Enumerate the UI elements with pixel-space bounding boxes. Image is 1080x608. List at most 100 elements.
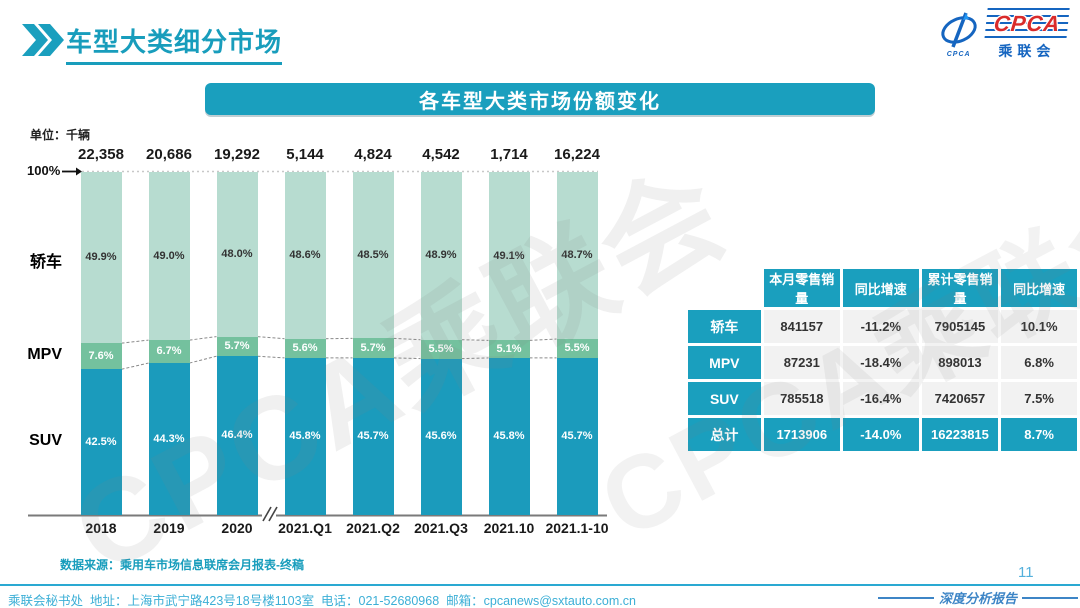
bar-segment-sedan: 48.5% xyxy=(352,172,394,339)
segment-value-label: 7.6% xyxy=(88,349,114,362)
table-cell: -11.2% xyxy=(842,310,919,343)
x-axis-label: 2021.Q3 xyxy=(414,520,468,536)
x-axis-label: 2019 xyxy=(153,520,185,536)
org-name: 乘联会 xyxy=(998,43,1056,59)
bar-total-label: 5,144 xyxy=(286,146,324,163)
chart-title-banner: 各车型大类市场份额变化 xyxy=(205,83,875,115)
table-cell: 7420657 xyxy=(921,382,999,415)
table-row-label: 轿车 xyxy=(688,310,761,343)
bar-total-label: 16,224 xyxy=(554,146,600,163)
footer-contact: 乘联会秘书处 地址：上海市武宁路423号18号楼1103室 电话：021-526… xyxy=(8,594,636,608)
table-cell: 7.5% xyxy=(1001,382,1077,415)
segment-value-label: 5.6% xyxy=(292,341,318,354)
table-row-label: SUV xyxy=(688,382,761,415)
category-label-mpv: MPV xyxy=(27,346,62,364)
page-title: 车型大类细分市场 xyxy=(66,22,283,65)
table-row: 轿车 841157 -11.2% 7905145 10.1% xyxy=(688,310,1077,343)
table-row: 总计 1713906 -14.0% 16223815 8.7% xyxy=(688,418,1077,451)
segment-value-label: 42.5% xyxy=(85,435,117,448)
table-row-label: MPV xyxy=(688,346,761,379)
bar-segment-mpv: 5.6% xyxy=(284,338,326,358)
x-axis-label: 2018 xyxy=(85,520,117,536)
cpca-emblem-icon: CPCA xyxy=(936,11,982,58)
table-cell: 841157 xyxy=(763,310,840,343)
bar-segment-suv: 45.8% xyxy=(284,357,326,515)
bar-segment-sedan: 48.6% xyxy=(284,172,326,339)
segment-value-label: 48.6% xyxy=(289,248,321,261)
page-number: 11 xyxy=(1018,564,1034,581)
bar-segment-mpv: 5.7% xyxy=(352,338,394,358)
bar-segment-sedan: 49.1% xyxy=(488,172,530,341)
segment-value-label: 45.7% xyxy=(357,429,389,442)
bar-segment-suv: 44.3% xyxy=(148,363,190,515)
table-cell: 10.1% xyxy=(1001,310,1077,343)
table-cell: 8.7% xyxy=(1001,418,1077,451)
table-row: MPV 87231 -18.4% 898013 6.8% xyxy=(688,346,1077,379)
x-axis-label: 2020 xyxy=(221,520,253,536)
table-cell: 6.8% xyxy=(1001,346,1077,379)
bar-total-label: 20,686 xyxy=(146,146,192,163)
bar-segment-suv: 46.4% xyxy=(216,356,258,516)
bar-segment-suv: 45.7% xyxy=(352,357,394,515)
segment-value-label: 5.7% xyxy=(224,339,250,352)
bar-segment-suv: 45.7% xyxy=(556,357,598,515)
table-header-cell: 累计零售销量 xyxy=(921,269,999,307)
bar-segment-mpv: 5.5% xyxy=(556,339,598,358)
table-header-row: 本月零售销量 同比增速 累计零售销量 同比增速 xyxy=(688,269,1077,307)
bar-segment-sedan: 48.9% xyxy=(420,172,462,340)
table-cell: -14.0% xyxy=(842,418,919,451)
double-chevron-icon xyxy=(22,24,64,56)
report-label-group: 深度分析报告 xyxy=(878,588,1079,607)
table-header-blank xyxy=(688,269,761,307)
cpca-logo: CPCA CPCA 乘联会 xyxy=(936,8,1070,61)
report-dash-right xyxy=(1022,596,1079,599)
bar-segment-suv: 45.6% xyxy=(420,358,462,515)
bar-segment-suv: 45.8% xyxy=(488,357,530,515)
segment-value-label: 45.7% xyxy=(561,429,593,442)
bar-total-label: 19,292 xyxy=(214,146,260,163)
x-axis-label: 2021.10 xyxy=(483,520,535,536)
segment-value-label: 45.8% xyxy=(493,429,525,442)
segment-value-label: 49.0% xyxy=(153,249,185,262)
cpca-stripes: CPCA xyxy=(983,8,1070,40)
x-axis-label: 2021.Q1 xyxy=(278,520,332,536)
report-dash-left xyxy=(878,596,934,599)
segment-value-label: 45.8% xyxy=(289,429,321,442)
segment-value-label: 5.1% xyxy=(496,342,522,355)
table-cell: 87231 xyxy=(763,346,840,379)
table-cell: -16.4% xyxy=(842,382,919,415)
table-cell: 16223815 xyxy=(921,418,999,451)
segment-value-label: 49.1% xyxy=(493,249,525,262)
category-label-suv: SUV xyxy=(29,432,62,450)
segment-value-label: 48.5% xyxy=(357,248,389,261)
summary-table: 本月零售销量 同比增速 累计零售销量 同比增速 轿车 841157 -11.2% 79051… xyxy=(685,266,1080,454)
stacked-bar-chart: 22,358 49.9% 轿车 7.6% MPV 42.5% SUV 2018 20,686 49… xyxy=(27,146,609,536)
bar-total-label: 4,542 xyxy=(422,146,460,163)
x-axis-label: 2021.1-10 xyxy=(545,520,609,536)
segment-value-label: 48.9% xyxy=(425,249,457,262)
category-label-sedan: 轿车 xyxy=(29,253,62,271)
table-row-label: 总计 xyxy=(688,418,761,451)
bar-segment-mpv: 5.7% xyxy=(216,336,258,357)
data-source-note: 数据来源：乘用车市场信息联席会月报表-终稿 xyxy=(60,558,304,572)
bar-segment-sedan: 48.7% xyxy=(556,172,598,340)
segment-value-label: 46.4% xyxy=(221,429,253,442)
segment-value-label: 5.5% xyxy=(564,341,590,354)
table-cell: 7905145 xyxy=(921,310,999,343)
table-header-cell: 本月零售销量 xyxy=(763,269,840,307)
bar-segment-sedan: 48.0% xyxy=(216,172,258,337)
summary-table-body: 轿车 841157 -11.2% 7905145 10.1% MPV 87231 -18.4%… xyxy=(688,310,1077,451)
bar-total-label: 22,358 xyxy=(78,146,124,163)
bar-total-label: 4,824 xyxy=(354,146,392,163)
table-cell: 785518 xyxy=(763,382,840,415)
bar-segment-suv: 42.5% xyxy=(80,369,122,515)
bar-segment-mpv: 6.7% xyxy=(148,340,190,364)
report-label: 深度分析报告 xyxy=(939,591,1018,606)
bar-total-label: 1,714 xyxy=(490,146,528,163)
table-cell: 1713906 xyxy=(763,418,840,451)
segment-value-label: 49.9% xyxy=(85,251,117,264)
segment-value-label: 48.0% xyxy=(221,247,253,260)
table-cell: 898013 xyxy=(921,346,999,379)
table-header-cell: 同比增速 xyxy=(842,269,919,307)
